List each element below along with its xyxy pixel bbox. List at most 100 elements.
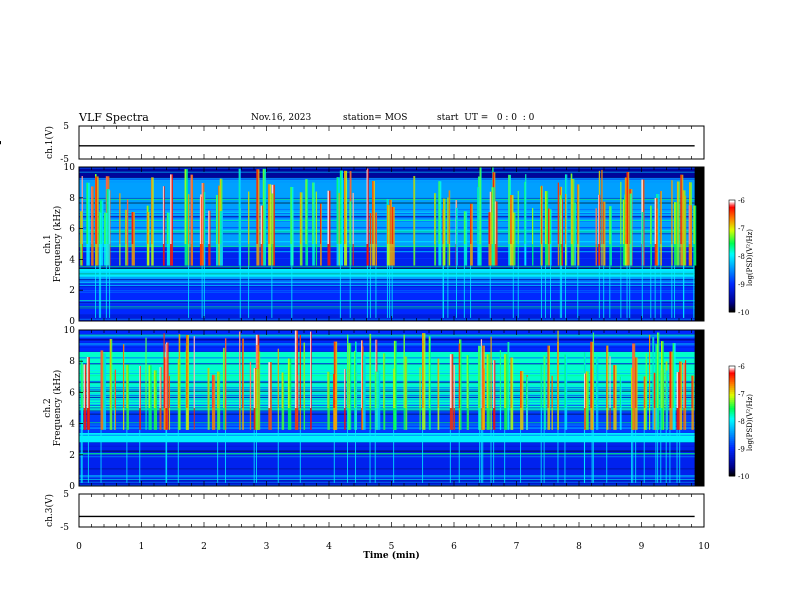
colorbar-frame (728, 365, 736, 477)
burst-tail (489, 265, 491, 318)
burst-core (491, 187, 494, 244)
burst-tail (631, 429, 633, 483)
colorbar-segment (729, 444, 735, 448)
burst-mark (629, 193, 632, 266)
burst-core (490, 336, 492, 408)
burst-core (349, 201, 351, 244)
colorbar-segment (729, 230, 735, 233)
burst-core (685, 360, 687, 408)
colorbar-segment (729, 422, 735, 426)
burst-core (348, 369, 350, 408)
noise-line (79, 399, 695, 401)
y-tick-label: 6 (69, 388, 75, 398)
noise-line (79, 380, 695, 382)
burst-core (122, 344, 124, 408)
burst-core (532, 208, 534, 244)
burst-tail (165, 429, 167, 483)
y-tick-label: 0 (69, 317, 75, 327)
burst-core (564, 354, 566, 408)
burst-core (674, 202, 676, 244)
burst-tail (449, 429, 451, 483)
burst-tail (458, 429, 460, 483)
colorbar-label: log(PSD)(V²/Hz) (746, 229, 754, 286)
burst-core (590, 341, 592, 408)
noise-line (79, 427, 695, 429)
colorbar-segment (729, 415, 735, 418)
y-tick-label: 0 (69, 482, 75, 492)
colorbar-segment (729, 238, 735, 241)
burst-core (184, 169, 187, 244)
burst-mark (544, 191, 549, 266)
burst-core (186, 334, 188, 408)
burst-core (336, 177, 339, 244)
noise-line (79, 382, 695, 384)
burst-tail (660, 265, 662, 318)
colorbar-segment (729, 424, 735, 428)
y-tick-label: 2 (69, 286, 75, 296)
colorbar-segment (729, 250, 735, 253)
colorbar-segment (729, 210, 735, 213)
burst-core (653, 372, 656, 408)
colorbar-segment (729, 434, 735, 438)
burst-core (216, 194, 218, 244)
frequency-band (79, 432, 695, 443)
burst-core (428, 336, 430, 408)
burst-core (327, 371, 329, 408)
colorbar-segment (729, 450, 735, 453)
colorbar-segment (729, 268, 735, 271)
burst-tail (606, 429, 608, 483)
colorbar-segment (729, 438, 735, 442)
burst-tail (660, 429, 662, 483)
burst-core (620, 181, 622, 244)
colorbar-segment (729, 421, 735, 424)
burst-core (104, 212, 106, 244)
colorbar-segment (729, 454, 735, 457)
burst-tail (299, 429, 301, 483)
burst-tail (463, 265, 465, 318)
y-tick-label: 5 (63, 122, 69, 132)
burst-core (355, 341, 357, 408)
colorbar-segment (729, 208, 735, 211)
burst-core (629, 193, 631, 244)
colorbar-segment (729, 432, 735, 436)
noise-line (79, 267, 695, 269)
x-tick-label: 7 (514, 542, 520, 552)
burst-tail (643, 429, 645, 483)
station-label: station= MOS (343, 113, 408, 123)
colorbar-tick-label: -9 (738, 446, 745, 454)
colorbar-tick-label: -6 (738, 197, 745, 205)
burst-tail (540, 429, 542, 483)
colorbar-segment (729, 246, 735, 249)
burst-tail (369, 429, 371, 483)
trace-spike (0, 142, 1, 144)
burst-core (190, 174, 192, 244)
burst-core (253, 368, 255, 408)
noise-line (79, 404, 695, 406)
burst-core (119, 193, 121, 244)
noise-line (79, 363, 695, 365)
burst-core (609, 206, 611, 244)
burst-tail (550, 265, 552, 318)
burst-core (622, 199, 625, 244)
burst-core (524, 181, 526, 244)
colorbar-segment (729, 366, 735, 369)
noise-line (79, 435, 695, 437)
y-tick-label: 6 (69, 225, 75, 235)
colorbar-tick-label: -8 (738, 418, 745, 426)
burst-tail (443, 265, 445, 318)
burst-tail (201, 265, 203, 318)
noise-line (79, 414, 695, 416)
burst-tail (591, 429, 593, 483)
colorbar-tick-label: -7 (738, 225, 745, 233)
colorbar-segment (729, 254, 735, 257)
burst-core (260, 205, 262, 244)
noise-line (79, 453, 695, 455)
burst-tail (517, 265, 519, 318)
y-axis-frequency-label: Frequency (kHz) (52, 370, 63, 447)
burst-core (619, 376, 621, 408)
burst-tail (339, 265, 341, 318)
colorbar-segment (729, 214, 735, 217)
burst-core (83, 364, 85, 408)
colorbar-segment (729, 395, 735, 398)
